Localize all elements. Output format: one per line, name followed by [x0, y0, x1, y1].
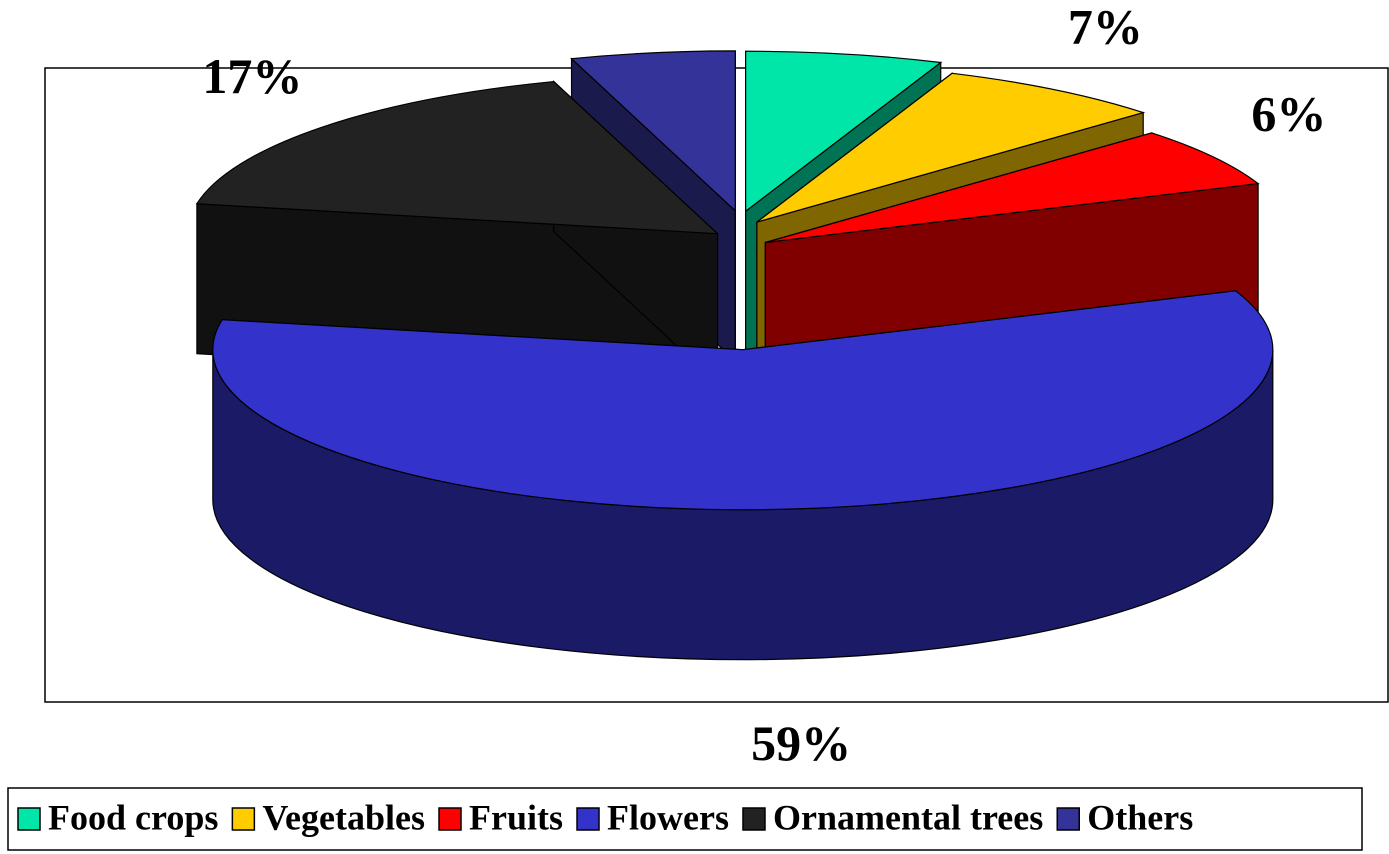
- data-label: 17%: [202, 48, 302, 104]
- slice-top: [212, 290, 1274, 511]
- legend-swatch: [1056, 807, 1080, 831]
- legend-label: Vegetables: [262, 797, 425, 837]
- slice-top: [570, 50, 736, 213]
- data-label: 6%: [824, 0, 899, 8]
- legend-label: Food crops: [48, 797, 218, 837]
- legend-label: Flowers: [607, 797, 729, 837]
- data-label: 7%: [1068, 0, 1143, 54]
- legend-label: Ornamental trees: [773, 797, 1043, 837]
- legend-swatch: [742, 807, 766, 831]
- data-label: 59%: [751, 715, 851, 771]
- slice-top: [756, 72, 1146, 223]
- legend-swatch: [576, 807, 600, 831]
- slice-top: [195, 80, 720, 235]
- legend-label: Others: [1087, 797, 1193, 837]
- slice-top: [765, 132, 1260, 244]
- slice-top: [745, 50, 943, 213]
- legend-swatch: [438, 807, 462, 831]
- legend-label: Fruits: [469, 797, 563, 837]
- data-label: 5%: [601, 0, 676, 6]
- legend-swatch: [17, 807, 41, 831]
- data-label: 6%: [1251, 86, 1326, 142]
- legend-swatch: [231, 807, 256, 831]
